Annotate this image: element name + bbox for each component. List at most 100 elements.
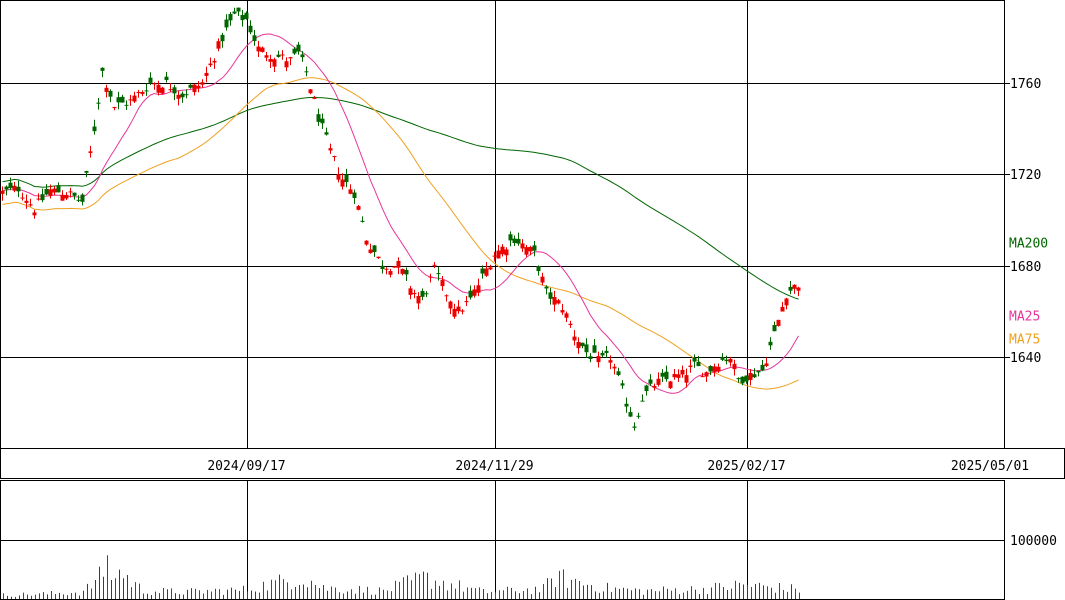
candle (596, 351, 601, 368)
candle (404, 267, 409, 282)
candle-body (612, 366, 617, 369)
candle-body (360, 220, 365, 222)
candle-body (136, 92, 141, 94)
candle-body (120, 96, 125, 103)
candle (508, 231, 513, 247)
ma75-label: MA75 (1009, 333, 1040, 348)
candle-body (92, 126, 97, 132)
candle-body (644, 385, 649, 392)
candle (312, 95, 317, 100)
candle (52, 185, 57, 196)
candle (652, 383, 657, 391)
volume-tick-label: 100000 (1010, 534, 1057, 549)
candle-body (272, 59, 277, 67)
candle-body (288, 57, 293, 59)
candle (572, 330, 577, 346)
candle (332, 155, 337, 162)
candle-body (300, 54, 305, 58)
candle (796, 286, 801, 297)
candle-body (652, 385, 657, 388)
candle (264, 51, 269, 62)
candle (156, 80, 161, 96)
candle-body (192, 84, 197, 93)
candle (216, 38, 221, 52)
candle (612, 363, 617, 375)
candle (288, 56, 293, 66)
candle (376, 256, 381, 260)
candle (300, 51, 305, 62)
candle-body (324, 132, 329, 135)
candle (380, 260, 385, 274)
candle (336, 167, 341, 183)
candle-body (400, 268, 405, 274)
candle-body (200, 82, 205, 85)
candle-body (144, 90, 149, 92)
candle-body (64, 195, 69, 199)
candle-body (268, 59, 273, 62)
candle (244, 11, 249, 20)
candle (220, 32, 225, 48)
candle (500, 244, 505, 257)
candle-body (500, 246, 505, 255)
candle (120, 94, 125, 103)
candle (764, 357, 769, 368)
candle-body (284, 61, 289, 68)
candle (460, 309, 465, 315)
candle-body (780, 306, 785, 312)
candle-body (96, 102, 101, 104)
candle (252, 30, 257, 46)
candle (104, 84, 109, 98)
candle (492, 251, 497, 262)
candle (272, 57, 277, 72)
ma200-label: MA200 (1009, 237, 1048, 252)
candle (768, 337, 773, 350)
candle-body (28, 204, 33, 206)
candle-body (732, 363, 737, 370)
candle (88, 145, 93, 158)
candle-body (468, 290, 473, 298)
candle-body (412, 293, 417, 295)
candle-body (348, 189, 353, 194)
candle-body (504, 249, 509, 256)
candle (284, 57, 289, 72)
candle (428, 273, 433, 283)
candle (136, 89, 141, 98)
candle-body (352, 192, 357, 198)
candle-body (472, 289, 477, 296)
candle-body (100, 67, 105, 71)
candle (372, 245, 377, 257)
candle (68, 187, 73, 198)
candle (628, 406, 633, 418)
candle-body (492, 255, 497, 257)
candle (528, 245, 533, 256)
candle (36, 193, 41, 201)
candle (728, 356, 733, 367)
candle-body (84, 170, 89, 173)
candle-body (188, 84, 193, 88)
candle-body (328, 148, 333, 151)
candle-body (604, 350, 609, 353)
candle (24, 194, 29, 209)
candle-body (456, 306, 461, 312)
candle-body (140, 92, 145, 95)
candle-body (684, 375, 689, 383)
candle-body (772, 325, 777, 332)
candle (240, 10, 245, 27)
candle (100, 67, 105, 78)
candle-body (404, 269, 409, 275)
candle-body (716, 366, 721, 372)
candle (132, 91, 137, 103)
candle-body (384, 268, 389, 270)
candle (452, 303, 457, 319)
candle-body (124, 104, 129, 106)
candle (368, 243, 373, 254)
candle-body (576, 342, 581, 349)
candle-body (632, 426, 637, 428)
candle (512, 235, 517, 247)
candle-body (536, 266, 541, 272)
candle (320, 113, 325, 129)
candle-body (752, 374, 757, 378)
candle-body (16, 186, 21, 192)
candle (752, 368, 757, 379)
candle (516, 232, 521, 246)
